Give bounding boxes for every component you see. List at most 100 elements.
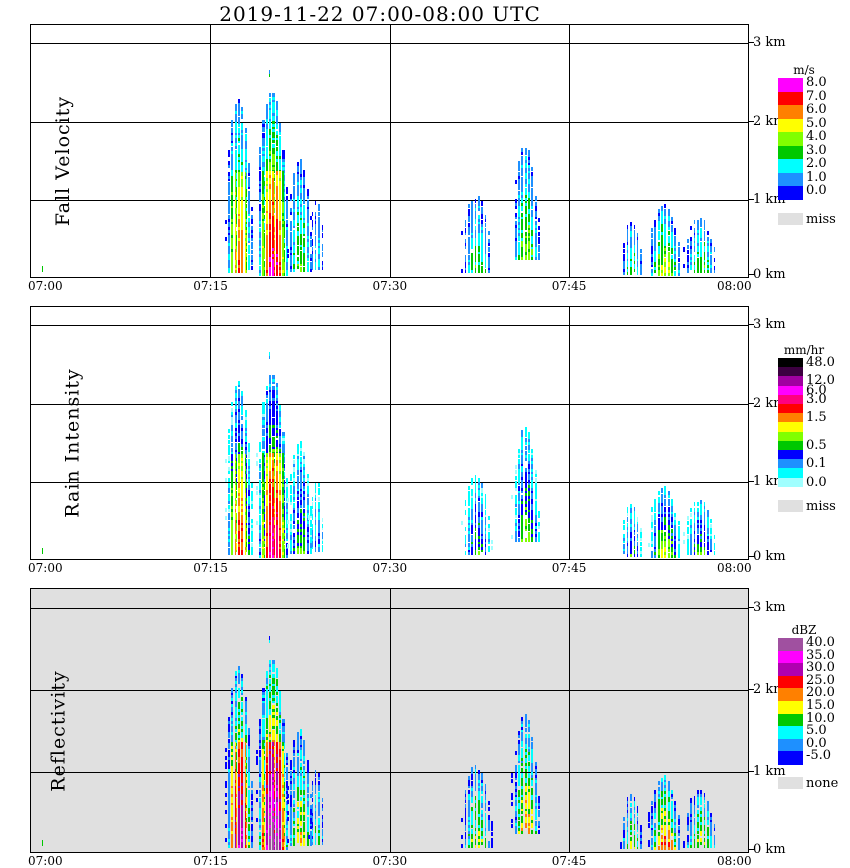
radar-echo-cell [237, 120, 241, 125]
radar-echo-cell [241, 158, 244, 163]
radar-echo-cell [244, 147, 247, 152]
radar-echo-cell [282, 501, 285, 507]
radar-echo-cell [234, 163, 237, 168]
radar-echo-cell [224, 756, 227, 761]
radar-echo-cell [279, 141, 282, 146]
radar-echo-cell [477, 486, 480, 491]
radar-echo-cell [248, 263, 251, 268]
radar-echo-cell [514, 497, 517, 502]
radar-echo-cell [259, 192, 262, 198]
radar-echo-cell [703, 236, 706, 241]
radar-echo-cell [272, 108, 275, 114]
radar-echo-cell [306, 256, 309, 261]
radar-echo-cell [234, 491, 237, 496]
radar-echo-cell [244, 526, 247, 531]
radar-echo-cell [269, 518, 271, 523]
radar-echo-cell [314, 219, 317, 225]
radar-echo-cell [259, 539, 262, 544]
plot-surface-reflectivity[interactable] [31, 589, 748, 852]
radar-echo-cell [265, 501, 268, 507]
radar-echo-cell [269, 493, 271, 498]
radar-echo-cell [285, 209, 289, 214]
radar-echo-cell [237, 437, 241, 442]
radar-echo-cell [279, 184, 281, 189]
radar-echo-cell [318, 539, 320, 544]
radar-echo-cell [474, 250, 477, 255]
radar-echo-cell [279, 412, 282, 417]
radar-echo-cell [275, 252, 278, 257]
radar-echo-cell [303, 527, 306, 532]
radar-echo-cell [303, 452, 306, 457]
radar-echo-cell [269, 534, 271, 539]
radar-echo-cell [275, 539, 278, 544]
radar-echo-cell [265, 225, 268, 230]
radar-echo-cell [237, 231, 240, 236]
radar-echo-cell [661, 214, 663, 219]
radar-echo-cell [303, 508, 306, 514]
radar-echo-cell [467, 502, 470, 507]
radar-echo-cell [693, 263, 696, 268]
radar-echo-cell [265, 474, 268, 480]
radar-echo-cell [241, 431, 244, 437]
radar-echo-cell [259, 480, 262, 485]
radar-echo-cell [231, 469, 233, 475]
radar-echo-cell [534, 478, 537, 483]
radar-echo-cell [231, 239, 233, 244]
radar-echo-cell [231, 250, 233, 255]
radar-echo-cell [518, 481, 520, 486]
radar-echo-cell [269, 179, 271, 184]
radar-echo-cell [303, 465, 306, 470]
radar-echo-cell [279, 539, 281, 544]
radar-echo-cell [310, 262, 313, 267]
radar-echo-cell [231, 168, 234, 174]
radar-echo-cell [269, 192, 271, 198]
plot-surface-fall-velocity[interactable] [31, 25, 748, 277]
radar-echo-cell [314, 518, 317, 523]
radar-echo-cell [282, 203, 285, 208]
radar-echo-cell [259, 485, 262, 490]
radar-echo-cell [262, 257, 265, 262]
radar-echo-cell [282, 252, 285, 257]
plot-surface-rain-intensity[interactable] [31, 307, 748, 559]
radar-echo-cell [518, 451, 520, 456]
radar-echo-cell [269, 236, 271, 241]
radar-echo-cell [231, 260, 233, 266]
radar-echo-cell [248, 168, 251, 174]
radar-echo-cell [696, 225, 699, 230]
radar-echo-cell [237, 233, 240, 239]
radar-echo-cell [282, 518, 285, 523]
radar-echo-cell [275, 396, 279, 401]
radar-echo-cell [654, 233, 657, 238]
radar-echo-cell [262, 442, 265, 447]
radar-echo-cell [321, 545, 324, 550]
radar-echo-cell [674, 246, 677, 252]
radar-echo-cell [237, 201, 240, 206]
radar-echo-cell [686, 534, 689, 539]
radar-echo-cell [710, 518, 713, 523]
radar-echo-cell [296, 207, 299, 213]
radar-echo-cell [484, 496, 487, 502]
radar-echo-cell [518, 245, 520, 250]
radar-echo-cell [314, 512, 317, 517]
radar-echo-cell [528, 196, 530, 201]
radar-echo-cell [474, 542, 477, 548]
radar-echo-cell [259, 241, 262, 246]
radar-echo-cell [285, 233, 289, 238]
radar-echo-cell [237, 103, 241, 109]
radar-echo-cell [279, 464, 281, 469]
radar-echo-cell [244, 529, 247, 534]
radar-echo-cell [237, 109, 241, 114]
radar-echo-cell [657, 217, 660, 222]
radar-echo-cell [279, 171, 281, 176]
radar-echo-cell [310, 267, 313, 272]
radar-echo-cell [481, 518, 484, 523]
radar-echo-cell [234, 529, 237, 534]
radar-echo-cell [300, 525, 303, 530]
radar-echo-cell [290, 541, 293, 546]
radar-echo-cell [471, 488, 474, 493]
radar-echo-cell [227, 233, 231, 239]
radar-echo-cell [275, 222, 278, 227]
radar-echo-cell [293, 492, 296, 497]
radar-echo-cell [272, 152, 275, 157]
radar-echo-cell [275, 114, 279, 119]
